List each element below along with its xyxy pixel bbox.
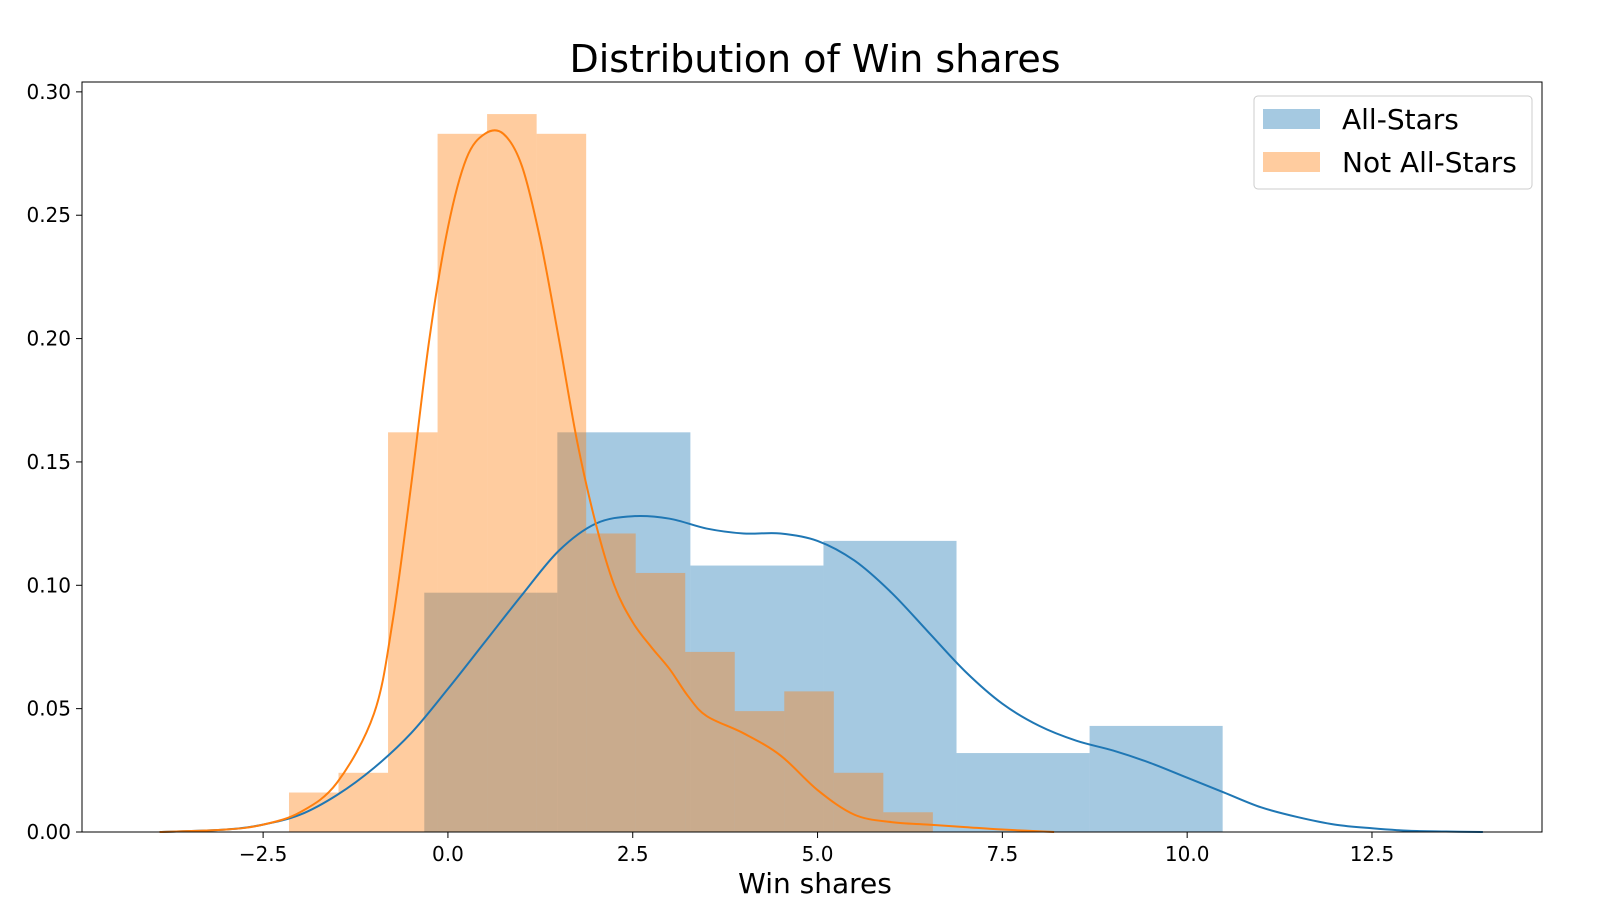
x-tick-label: 10.0 xyxy=(1165,842,1210,866)
kde-line-all-stars xyxy=(159,514,1483,833)
legend: All-Stars Not All-Stars xyxy=(1253,95,1533,190)
y-tick-label: 0.25 xyxy=(26,203,71,227)
hist-bar-all-stars-3 xyxy=(823,540,957,832)
x-tick-label: 2.5 xyxy=(617,842,649,866)
y-tick-label: 0.15 xyxy=(26,450,71,474)
y-tick-label: 0.20 xyxy=(26,327,71,351)
histogram-layer xyxy=(288,114,1223,832)
hist-bar-not-all-stars-2 xyxy=(388,432,438,832)
hist-bar-not-all-stars-3 xyxy=(437,133,488,832)
legend-label-all-stars: All-Stars xyxy=(1342,103,1459,136)
hist-bar-all-stars-1 xyxy=(557,432,691,832)
hist-bar-all-stars-0 xyxy=(424,592,558,832)
x-tick-label: 12.5 xyxy=(1350,842,1395,866)
legend-swatch-all-stars xyxy=(1263,109,1320,129)
legend-label-not-all-stars: Not All-Stars xyxy=(1342,146,1517,179)
hist-bar-not-all-stars-1 xyxy=(338,772,389,832)
y-tick-label: 0.00 xyxy=(26,820,71,844)
kde-line-not-all-stars xyxy=(159,129,1055,833)
hist-bar-not-all-stars-12 xyxy=(883,812,933,832)
y-axis-ticks: 0.00 0.05 0.10 0.15 0.20 0.25 0.30 xyxy=(26,80,82,844)
y-tick-label: 0.10 xyxy=(26,573,71,597)
hist-bar-not-all-stars-9 xyxy=(734,711,785,832)
hist-bar-not-all-stars-5 xyxy=(536,133,587,832)
chart-title: Distribution of Win shares xyxy=(569,37,1060,81)
x-axis-ticks: −2.5 0.0 2.5 5.0 7.5 10.0 12.5 xyxy=(239,832,1394,866)
hist-bar-not-all-stars-4 xyxy=(487,114,537,832)
x-tick-label: 7.5 xyxy=(986,842,1018,866)
x-tick-label: 5.0 xyxy=(802,842,834,866)
legend-box xyxy=(1253,95,1533,190)
x-axis-title: Win shares xyxy=(738,867,892,900)
hist-bar-not-all-stars-7 xyxy=(635,572,686,832)
y-tick-label: 0.05 xyxy=(26,697,71,721)
kde-layer xyxy=(159,129,1483,833)
hist-bar-all-stars-5 xyxy=(1089,725,1223,832)
hist-bar-not-all-stars-10 xyxy=(784,691,834,832)
hist-bar-not-all-stars-8 xyxy=(685,651,735,832)
plot-area-frame xyxy=(81,81,1543,833)
x-tick-label: −2.5 xyxy=(239,842,288,866)
legend-swatch-not-all-stars xyxy=(1263,152,1320,172)
hist-bar-not-all-stars-11 xyxy=(833,772,884,832)
hist-bar-all-stars-4 xyxy=(956,753,1090,832)
y-tick-label: 0.30 xyxy=(26,80,71,104)
hist-bar-not-all-stars-6 xyxy=(586,533,636,832)
x-tick-label: 0.0 xyxy=(432,842,464,866)
hist-bar-all-stars-2 xyxy=(690,565,824,832)
